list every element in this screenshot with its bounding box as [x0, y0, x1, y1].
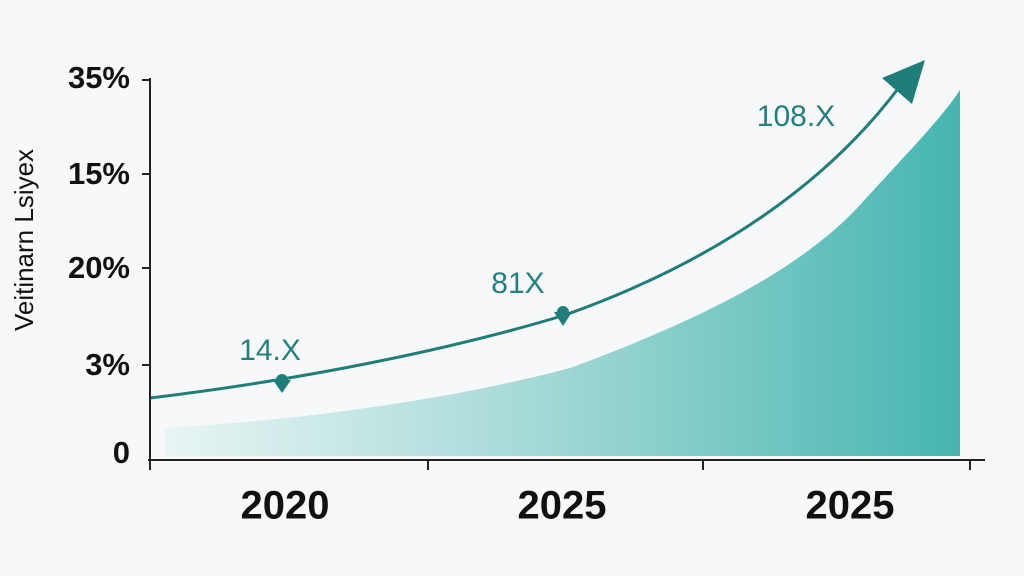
arrow-head	[882, 60, 925, 104]
y-tick-label: 15%	[68, 156, 130, 191]
x-tick-label: 2025	[518, 484, 607, 528]
y-tick-label: 20%	[68, 250, 130, 285]
y-axis-title: Veitinarn Lsiyex	[9, 149, 39, 331]
x-tick-label: 2025	[806, 484, 895, 528]
annotation: 14.X	[239, 334, 301, 367]
y-tick-label: 35%	[68, 60, 130, 95]
x-tick-label: 2020	[241, 484, 330, 528]
annotation: 81X	[491, 267, 544, 300]
marker	[273, 374, 291, 393]
ticks	[142, 79, 971, 470]
y-tick-label: 3%	[85, 347, 130, 382]
area	[165, 90, 960, 456]
y-tick-label: 0	[113, 435, 130, 470]
marker	[554, 306, 572, 326]
annotation: 108.X	[757, 100, 835, 133]
